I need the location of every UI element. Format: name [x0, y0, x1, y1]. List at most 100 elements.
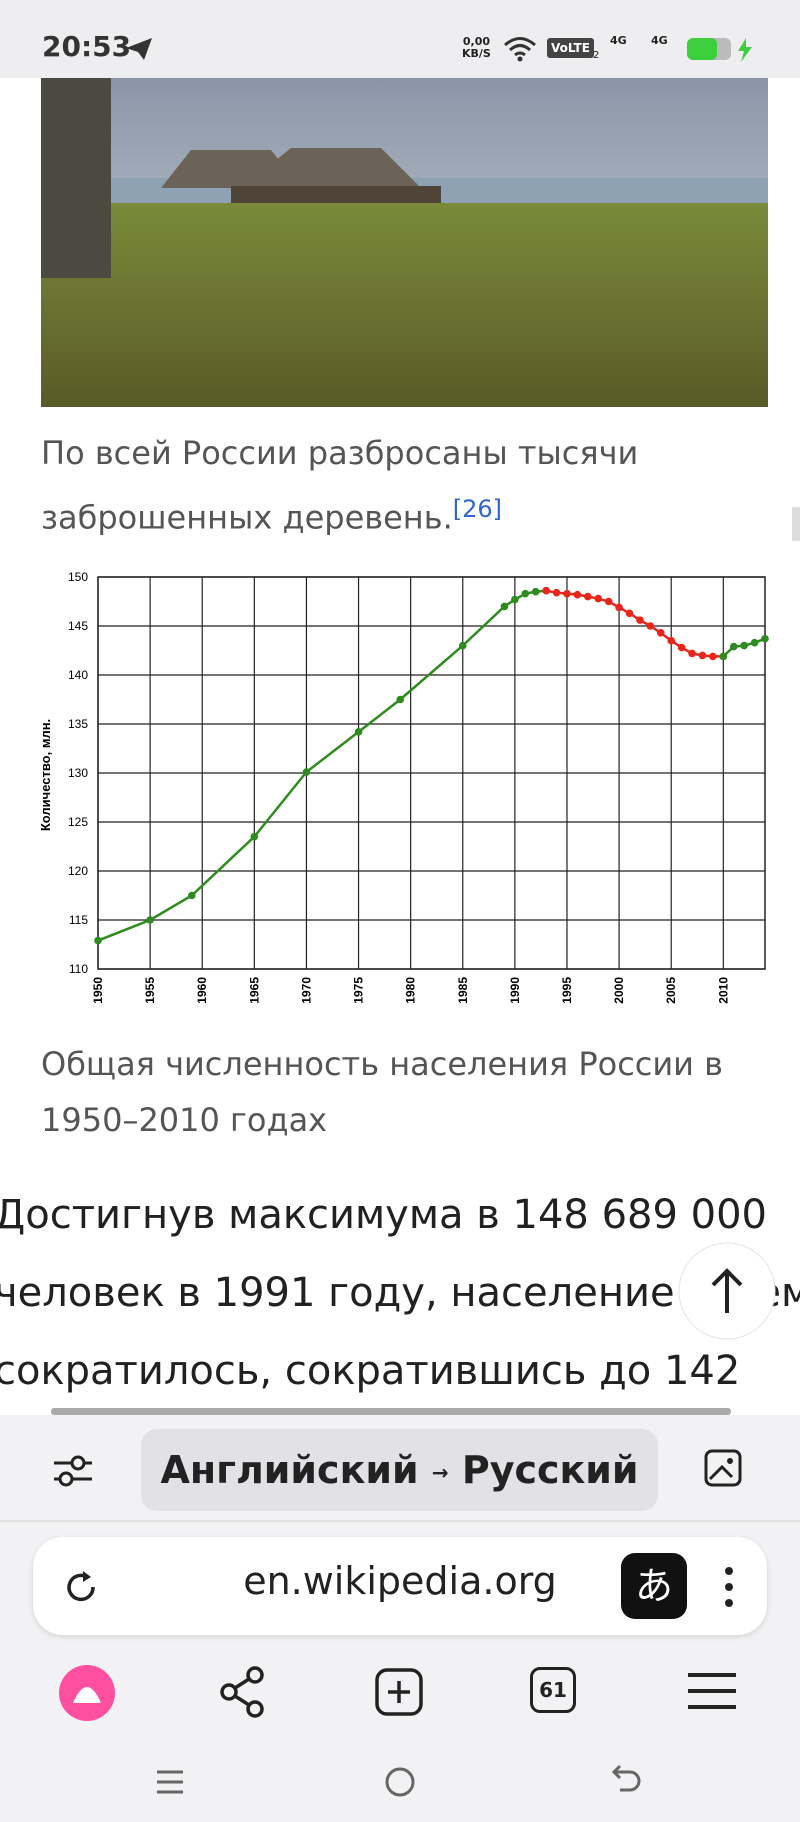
chart-caption: Общая численность населения России в 195…	[41, 1036, 723, 1148]
language-pill[interactable]: Английский → Русский	[141, 1429, 658, 1511]
y-tick-label: 120	[68, 864, 88, 878]
data-point	[698, 651, 707, 660]
chart: Количество, млн. 110 115 120 125 130 135 140 14…	[38, 570, 769, 1004]
address-bar[interactable]: en.wikipedia.org あ	[33, 1537, 767, 1635]
scroll-top-button[interactable]	[677, 1241, 777, 1341]
data-point	[750, 638, 759, 647]
y-tick-label: 115	[69, 913, 88, 927]
data-point	[500, 602, 509, 611]
tabs-button[interactable]: 61	[530, 1667, 576, 1713]
data-point	[94, 936, 102, 945]
x-tick-label: 1960	[195, 977, 209, 1004]
data-point	[646, 622, 655, 630]
paragraph-line: Достигнув максимума в 148 689 000	[0, 1192, 767, 1238]
x-tick-label: 2005	[664, 977, 678, 1004]
photo-caption: По всей России разбросаны тысячи заброше…	[41, 425, 638, 546]
data-point	[354, 728, 363, 736]
data-point	[615, 603, 623, 612]
x-tick-label: 1995	[560, 977, 574, 1004]
data-point	[187, 891, 196, 900]
battery	[687, 38, 752, 62]
data-point	[563, 589, 571, 598]
browser-toolbar: Английский → Русский en.wikipedia.org あ …	[0, 1408, 800, 1822]
system-navigation	[157, 1764, 641, 1797]
y-tick-label: 130	[68, 766, 88, 780]
data-point	[250, 832, 259, 841]
scroll-indicator	[51, 1408, 731, 1415]
x-tick-label: 1955	[143, 977, 157, 1004]
y-tick-label: 135	[68, 717, 88, 731]
data-point	[302, 768, 311, 776]
scrollbar	[792, 507, 800, 541]
data-point	[521, 589, 530, 598]
data-point	[542, 586, 550, 595]
caption-line: 1950–2010 годах	[41, 1101, 328, 1139]
status-bar: 20:53 0,00 KB/S VoLTE 2 4G 4G	[0, 0, 800, 78]
x-tick-label: 1965	[247, 977, 261, 1004]
menu-dots[interactable]	[721, 1565, 737, 1609]
series-line	[545, 589, 724, 658]
data-point	[688, 649, 696, 658]
url[interactable]: en.wikipedia.org	[243, 1559, 557, 1603]
data-point	[719, 652, 728, 661]
reload-icon[interactable]	[61, 1567, 101, 1607]
series-line	[97, 589, 547, 942]
y-tick-label: 145	[68, 619, 88, 633]
data-point	[584, 592, 592, 601]
target-language: Русский	[461, 1448, 639, 1492]
translate-button[interactable]: あ	[621, 1553, 687, 1619]
assistant-button[interactable]	[57, 1663, 117, 1723]
plot-frame	[97, 576, 766, 970]
paragraph-line: человек в 1991 году, население затем	[0, 1270, 800, 1316]
data-point	[656, 629, 665, 637]
x-tick-label: 2010	[716, 977, 730, 1004]
new-tab-button[interactable]	[374, 1667, 424, 1717]
network: 4G	[610, 34, 627, 47]
caption-text: заброшенных деревень.	[41, 498, 453, 537]
data-point	[511, 595, 519, 604]
y-tick-label: 110	[69, 962, 88, 976]
x-tick-label: 1975	[352, 977, 366, 1004]
data-point	[740, 641, 748, 650]
data-point	[761, 634, 769, 643]
arrow: →	[431, 1460, 449, 1485]
y-tick-label: 140	[68, 668, 88, 682]
data-point	[594, 594, 603, 603]
x-tick-label: 1990	[508, 977, 522, 1004]
paragraph-line: сократилось, сократившись до 142	[0, 1348, 741, 1394]
data-point	[625, 609, 634, 618]
y-axis-label: Количество, млн.	[38, 719, 53, 831]
share-button[interactable]	[217, 1665, 269, 1719]
data-point	[667, 636, 676, 645]
x-tick-label: 1980	[404, 977, 418, 1004]
wifi-icon	[504, 37, 536, 62]
x-tick-label: 2000	[612, 977, 626, 1004]
x-tick-label: 1970	[299, 977, 313, 1004]
settings-icon[interactable]	[50, 1451, 96, 1491]
net-speed: 0,00 KB/S	[462, 36, 491, 60]
net-speed-unit: KB/S	[462, 47, 491, 60]
data-point	[573, 590, 582, 599]
x-tick-label: 1985	[456, 977, 470, 1004]
data-point	[552, 588, 561, 597]
menu-button[interactable]	[686, 1671, 738, 1711]
data-point	[604, 597, 613, 606]
caption-line: По всей России разбросаны тысячи	[41, 434, 639, 472]
x-tick-label: 1950	[91, 977, 105, 1004]
time: 20:53	[42, 30, 132, 63]
reference-link[interactable]: [26]	[452, 495, 503, 523]
image-translate-icon[interactable]	[702, 1447, 752, 1493]
photo	[41, 78, 768, 407]
data-point	[146, 916, 154, 924]
source-language: Английский	[160, 1448, 419, 1492]
network: 4G	[651, 34, 668, 47]
telegram-icon	[126, 38, 152, 60]
data-point	[458, 641, 467, 650]
caption-line: Общая численность населения России в	[41, 1045, 723, 1083]
divider	[0, 1520, 800, 1522]
data-point	[531, 587, 540, 596]
net-speed-value: 0,00	[462, 35, 490, 48]
sim-number: 2	[593, 50, 600, 61]
data-point	[636, 616, 644, 624]
